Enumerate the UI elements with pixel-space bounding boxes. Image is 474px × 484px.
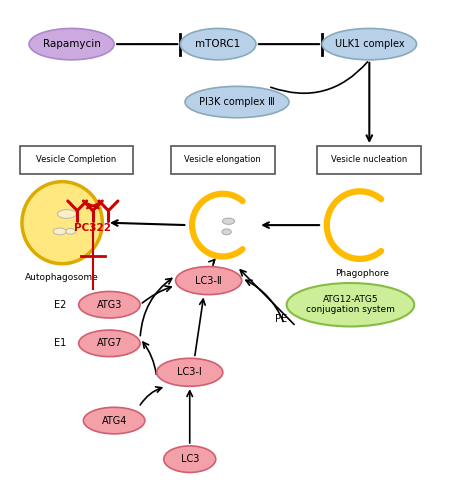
Ellipse shape xyxy=(29,29,114,60)
Ellipse shape xyxy=(79,291,140,318)
Ellipse shape xyxy=(180,29,256,60)
Ellipse shape xyxy=(222,218,235,225)
Text: Vesicle nucleation: Vesicle nucleation xyxy=(331,155,408,165)
Ellipse shape xyxy=(175,267,242,295)
Ellipse shape xyxy=(57,210,76,218)
Text: mTORC1: mTORC1 xyxy=(195,39,241,49)
Text: ULK1 complex: ULK1 complex xyxy=(335,39,404,49)
Ellipse shape xyxy=(322,29,417,60)
Text: ATG4: ATG4 xyxy=(101,416,127,425)
FancyBboxPatch shape xyxy=(171,146,275,174)
Text: Rapamycin: Rapamycin xyxy=(43,39,100,49)
Text: Autophagosome: Autophagosome xyxy=(25,273,99,282)
Text: Vesicle elongation: Vesicle elongation xyxy=(184,155,261,165)
Text: E1: E1 xyxy=(54,338,66,348)
Text: E2: E2 xyxy=(54,300,66,310)
Ellipse shape xyxy=(185,86,289,118)
Ellipse shape xyxy=(156,358,223,386)
Ellipse shape xyxy=(79,330,140,357)
Ellipse shape xyxy=(53,228,66,235)
Text: Vesicle Completion: Vesicle Completion xyxy=(36,155,117,165)
Text: Phagophore: Phagophore xyxy=(335,269,389,277)
Text: ATG3: ATG3 xyxy=(97,300,122,310)
Ellipse shape xyxy=(287,283,414,326)
Text: PE: PE xyxy=(275,314,287,324)
Text: LC3: LC3 xyxy=(181,454,199,464)
Ellipse shape xyxy=(66,228,75,234)
Text: ATG12-ATG5
conjugation system: ATG12-ATG5 conjugation system xyxy=(306,295,395,315)
Ellipse shape xyxy=(222,229,231,235)
Text: PI3K complex Ⅲ: PI3K complex Ⅲ xyxy=(199,97,275,107)
Ellipse shape xyxy=(164,446,216,472)
FancyBboxPatch shape xyxy=(19,146,133,174)
Text: PC322: PC322 xyxy=(74,223,111,233)
Text: ATG7: ATG7 xyxy=(97,338,122,348)
Text: LC3-Ⅱ: LC3-Ⅱ xyxy=(195,275,222,286)
Ellipse shape xyxy=(83,408,145,434)
FancyBboxPatch shape xyxy=(318,146,421,174)
Circle shape xyxy=(22,182,102,264)
Text: LC3-Ⅰ: LC3-Ⅰ xyxy=(177,367,202,378)
